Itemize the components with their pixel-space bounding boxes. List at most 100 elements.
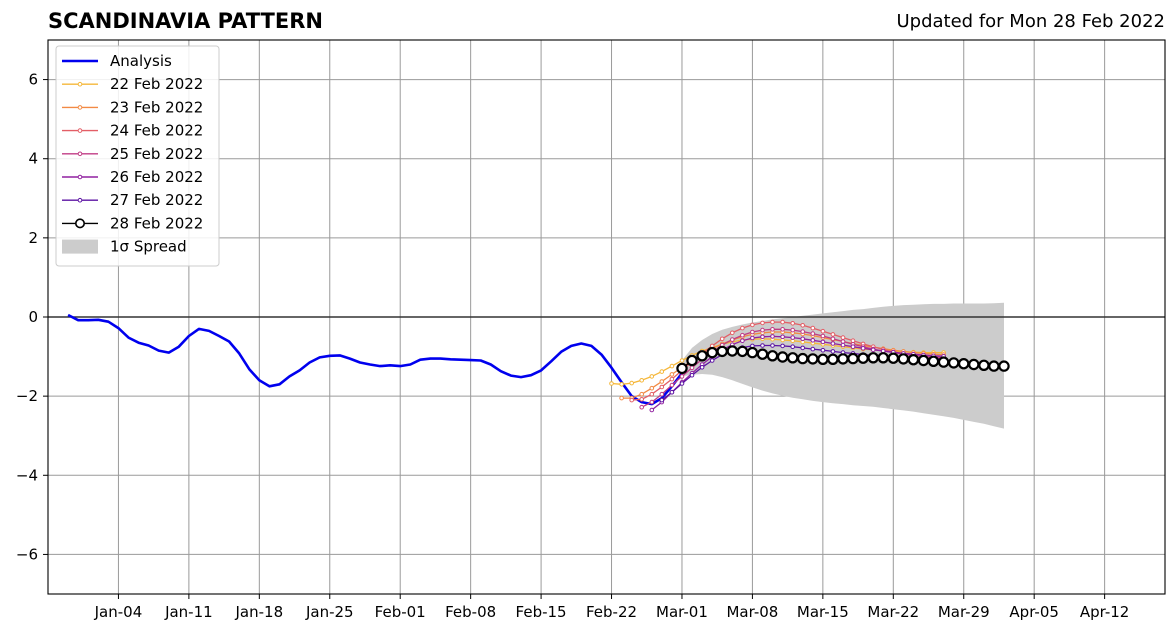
x-tick-label: Mar-22 [867,603,919,621]
y-tick-label: −6 [16,545,38,563]
legend-entry: 28 Feb 2022 [62,214,203,232]
forecast-point [659,379,665,384]
forecast-point [676,362,688,375]
forecast-point [649,399,655,405]
forecast-point [716,345,728,358]
forecast-point [619,382,624,387]
forecast-point [629,397,635,403]
forecast-point [820,328,826,334]
forecast-point [746,346,759,359]
forecast-point [649,391,655,397]
forecast-point [776,351,789,363]
forecast-point [689,372,695,378]
forecast-point [669,376,675,382]
forecast-point [756,348,769,360]
forecast-point [870,347,876,353]
axes-layer: Jan-04 Jan-11 Jan-18 Jan-25 Feb-01 Feb-08 Feb-… [16,39,1166,621]
legend-entry: 25 Feb 2022 [62,145,203,163]
forecast-point [850,344,856,350]
forecast-point [830,336,836,342]
x-tick-label: Feb-01 [375,603,426,621]
forecast-point [877,352,889,364]
forecast-point [958,358,970,370]
forecast-point [820,339,826,345]
forecast-point [830,332,836,337]
x-tick-label: Jan-18 [235,603,284,621]
forecast-point [659,391,665,397]
forecast-point [629,380,635,386]
forecast-point [766,350,779,362]
forecast-point [750,335,755,341]
x-tick-label: Feb-22 [586,603,637,621]
series-layer [67,313,1010,413]
forecast-point [998,360,1010,372]
forecast-point [968,358,980,371]
forecast-point [897,353,910,365]
y-tick-label: 6 [28,71,38,89]
forecast-point [867,352,879,364]
forecast-point [790,335,796,340]
forecast-point [800,323,806,328]
legend-entry: 23 Feb 2022 [62,98,203,116]
forecast-point [948,357,960,369]
legend-label: 28 Feb 2022 [110,214,203,232]
legend-marker [77,105,83,110]
legend-label: 23 Feb 2022 [110,98,203,116]
legend-label: 27 Feb 2022 [110,191,203,209]
x-tick-label: Jan-04 [94,603,143,621]
legend-marker [77,174,83,180]
forecast-point [669,389,675,395]
forecast-point [820,333,826,339]
forecast-point [750,329,755,335]
forecast-point [797,352,809,365]
forecast-point [790,344,796,350]
forecast-point [760,334,765,340]
x-tick-label: Feb-15 [516,603,567,621]
forecast-point [978,359,990,371]
forecast-point [810,331,816,336]
legend-label: 25 Feb 2022 [110,145,203,163]
forecast-point [686,354,698,367]
legend-entry: 27 Feb 2022 [62,191,203,209]
x-tick-label: Mar-29 [938,603,990,621]
forecast-point [800,336,806,342]
legend-entry: Analysis [62,52,172,70]
forecast-point [736,345,749,358]
forecast-point [790,327,796,333]
forecast-point [840,339,846,344]
forecast-point [810,325,816,331]
forecast-point [679,358,685,363]
legend-label: Analysis [110,52,172,70]
x-tick-label: Jan-11 [164,603,213,621]
legend-entry: 24 Feb 2022 [62,122,203,140]
forecast-point [917,354,930,367]
forecast-point [770,334,775,339]
forecast-point [760,327,765,333]
forecast-point [817,353,829,365]
forecast-point [830,349,836,354]
legend: Analysis 22 Feb 2022 23 Feb 2022 24 Feb 202… [55,45,220,267]
legend-marker [77,128,83,133]
forecast-point [907,354,920,366]
forecast-point [659,384,665,390]
forecast-point [679,374,685,379]
forecast-point [659,369,665,374]
forecast-point [800,329,806,334]
forecast-point [649,385,655,391]
x-tick-label: Mar-15 [797,603,849,621]
forecast-point [730,330,735,336]
forecast-point [770,319,775,325]
forecast-point [837,353,849,365]
forecast-point [639,404,645,410]
y-tick-label: −2 [16,387,38,405]
legend-marker [77,197,83,203]
legend-entry: 26 Feb 2022 [62,168,203,186]
forecast-point [800,345,806,351]
forecast-point [840,335,846,340]
legend-marker [75,218,86,229]
legend-box [55,45,220,267]
forecast-point [696,350,708,362]
forecast-point [927,355,940,367]
forecast-point [857,352,869,364]
legend-label: 22 Feb 2022 [110,75,203,93]
